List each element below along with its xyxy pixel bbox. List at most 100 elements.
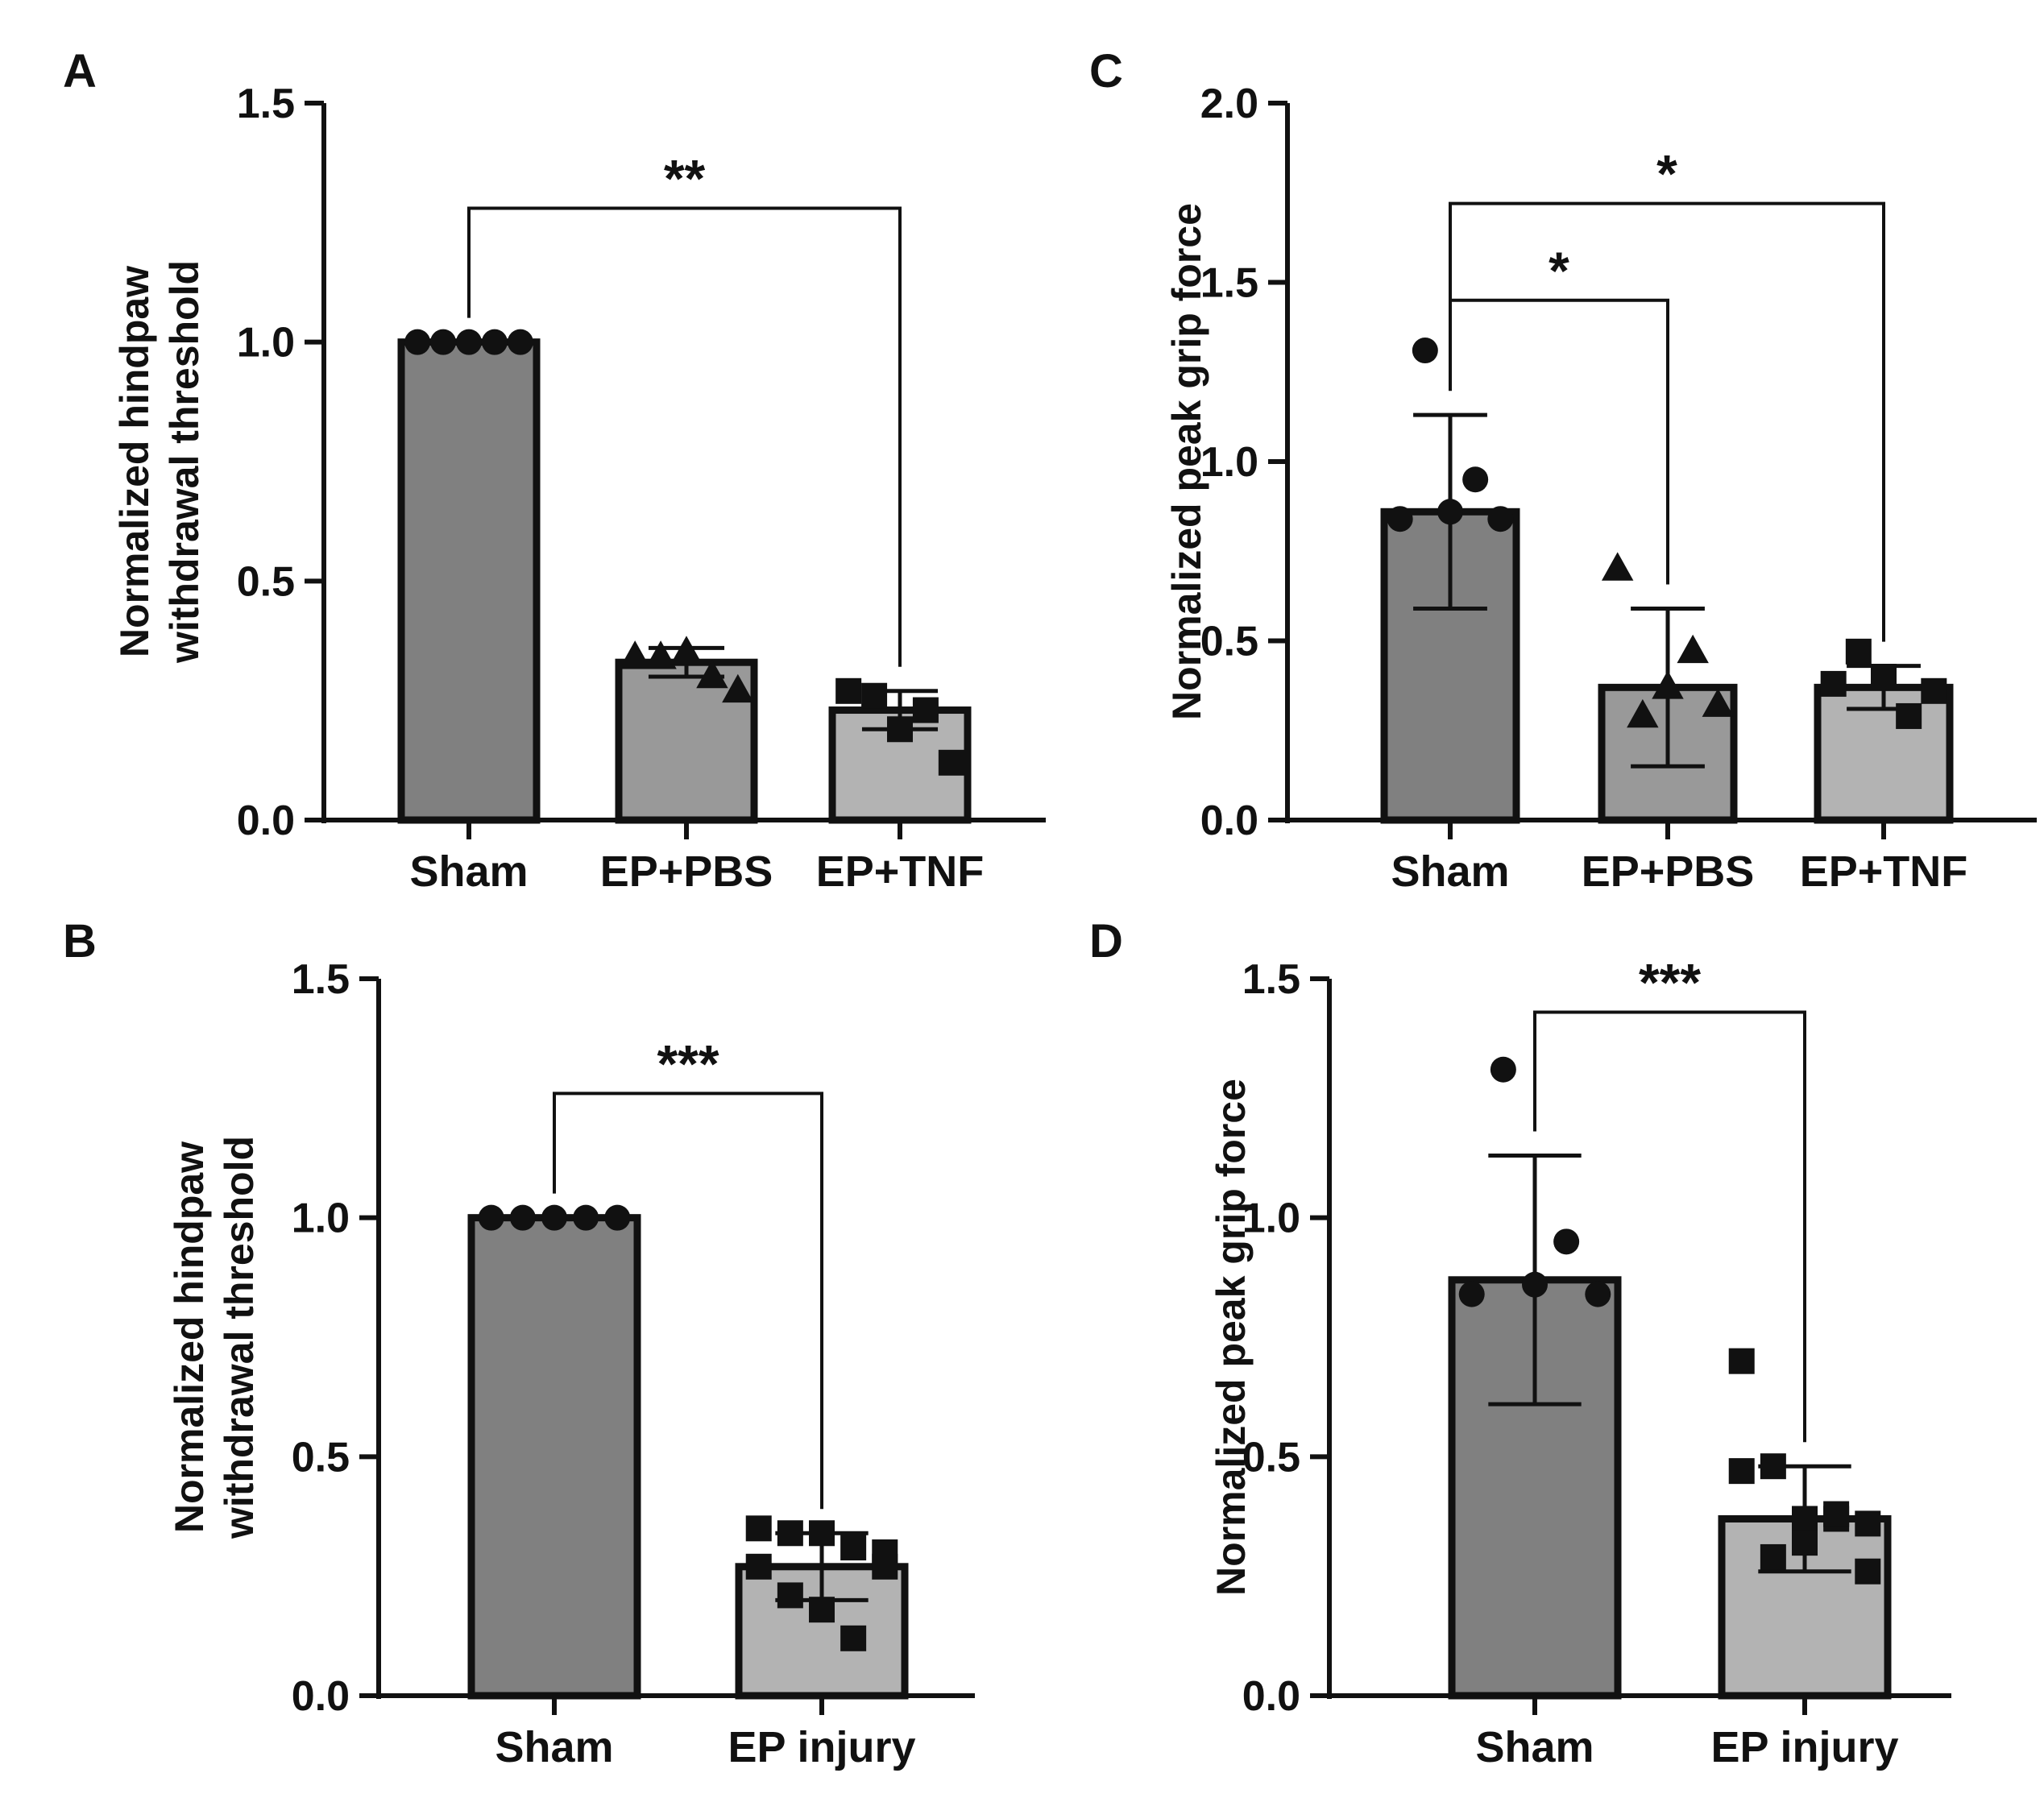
data-point-square <box>1820 670 1847 697</box>
data-point-square <box>1728 1458 1755 1485</box>
y-tick-label: 0.0 <box>237 798 295 844</box>
data-point-square <box>777 1582 803 1609</box>
data-point-square <box>777 1520 803 1547</box>
data-point-circle <box>1553 1228 1580 1255</box>
panel-d: D Normalized peak grip force 0.0 0.5 1.0 1.5 S… <box>1089 915 1951 1771</box>
y-tick-label: 0.0 <box>1242 1673 1300 1720</box>
data-point-square <box>1921 677 1947 704</box>
data-point-square <box>1792 1530 1818 1556</box>
significance-bracket <box>553 1092 823 1510</box>
data-point-triangle <box>1652 670 1684 699</box>
x-tick-label: Sham <box>409 847 528 896</box>
y-tick-label: 1.5 <box>292 956 350 1003</box>
y-tick-label: 1.5 <box>237 81 295 127</box>
data-point-square <box>745 1553 772 1580</box>
data-point-circle <box>1437 499 1463 525</box>
data-point-circle <box>1585 1281 1611 1307</box>
significance-label: * <box>1656 144 1677 204</box>
x-tick-label: EP+PBS <box>1582 847 1755 896</box>
x-tick-label: Sham <box>1391 847 1509 896</box>
y-axis-label: Normalized peak grip force <box>1164 203 1209 720</box>
data-point-circle <box>1462 466 1489 493</box>
data-point-circle <box>604 1204 631 1231</box>
y-tick-label: 0.0 <box>1200 798 1258 844</box>
data-point-circle <box>1412 338 1438 364</box>
significance-bracket <box>1533 1010 1806 1443</box>
data-point-circle <box>1387 506 1413 532</box>
data-point-circle <box>541 1204 567 1231</box>
data-point-square <box>835 677 862 704</box>
panel-letter: B <box>63 915 97 967</box>
data-point-square <box>861 682 888 709</box>
data-point-circle <box>573 1204 599 1231</box>
data-point-triangle <box>1677 634 1709 664</box>
bar-sham <box>467 1214 641 1700</box>
data-point-circle <box>430 329 457 355</box>
data-point-square <box>840 1625 867 1651</box>
data-point-circle <box>1458 1281 1485 1307</box>
y-axis-label: Normalized hindpaw <box>112 266 157 657</box>
panel-b: B Normalized hindpaw withdrawal threshold 0… <box>63 915 975 1771</box>
data-point-circle <box>404 329 431 355</box>
data-point-triangle <box>696 659 728 689</box>
panel-letter: D <box>1089 915 1123 967</box>
x-tick-label: EP+PBS <box>600 847 773 896</box>
y-tick-label: 0.5 <box>1200 619 1258 665</box>
data-point-square <box>840 1535 867 1561</box>
y-tick-label: 0.0 <box>292 1673 350 1720</box>
data-point-square <box>887 716 913 743</box>
x-tick-label: Sham <box>495 1723 613 1771</box>
data-point-triangle <box>722 673 754 703</box>
data-point-triangle <box>1627 698 1659 728</box>
significance-label: ** <box>664 149 706 209</box>
data-point-circle <box>481 329 508 355</box>
data-point-circle <box>1487 506 1514 532</box>
data-point-circle <box>478 1204 504 1231</box>
data-point-square <box>1855 1510 1881 1537</box>
data-point-square <box>1855 1558 1881 1585</box>
data-point-square <box>1896 702 1922 729</box>
data-point-square <box>872 1539 898 1565</box>
data-point-square <box>1871 664 1897 690</box>
data-point-circle <box>456 329 482 355</box>
data-point-circle <box>1490 1056 1516 1083</box>
y-tick-label: 0.5 <box>237 558 295 605</box>
data-point-triangle <box>670 636 703 665</box>
data-point-circle <box>509 1204 536 1231</box>
data-point-square <box>1792 1506 1818 1532</box>
y-tick-label: 2.0 <box>1200 81 1258 127</box>
bar-sham <box>1380 508 1520 824</box>
significance-label: * <box>1549 241 1569 300</box>
y-tick-label: 1.0 <box>1200 439 1258 486</box>
y-tick-label: 1.0 <box>292 1195 350 1242</box>
y-tick-label: 1.0 <box>237 320 295 367</box>
data-point-square <box>1823 1501 1850 1527</box>
y-tick-label: 1.5 <box>1242 956 1300 1003</box>
data-point-square <box>1845 638 1872 665</box>
significance-bracket <box>1449 201 1885 642</box>
data-point-triangle <box>1601 552 1634 581</box>
x-tick-label: Sham <box>1475 1723 1594 1771</box>
panel-letter: A <box>63 45 97 97</box>
y-axis-label: Normalized hindpaw <box>167 1141 212 1533</box>
y-axis-label: withdrawal threshold <box>162 260 207 664</box>
panel-a: A Normalized hindpaw withdrawal threshold 0… <box>63 45 1046 896</box>
significance-label: *** <box>1639 953 1701 1013</box>
data-point-circle <box>1522 1271 1548 1298</box>
data-point-square <box>912 697 939 723</box>
data-point-triangle <box>1702 688 1735 717</box>
data-point-square <box>1728 1348 1755 1374</box>
y-tick-label: 0.5 <box>1242 1434 1300 1481</box>
data-point-triangle <box>645 640 677 669</box>
bar-sham <box>397 338 541 824</box>
x-tick-label: EP+TNF <box>816 847 985 896</box>
data-point-triangle <box>619 640 651 669</box>
data-point-square <box>1760 1453 1786 1480</box>
data-point-circle <box>507 329 533 355</box>
significance-bracket <box>467 206 902 667</box>
panel-letter: C <box>1089 45 1123 97</box>
x-tick-label: EP+TNF <box>1800 847 1968 896</box>
y-axis-label: Normalized peak grip force <box>1209 1079 1254 1596</box>
data-point-square <box>1760 1543 1786 1570</box>
